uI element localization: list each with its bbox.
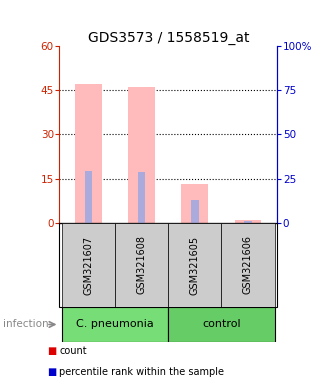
Bar xyxy=(75,84,102,223)
Text: percentile rank within the sample: percentile rank within the sample xyxy=(59,367,224,377)
Bar xyxy=(168,223,221,307)
Bar xyxy=(115,223,168,307)
Bar xyxy=(168,307,275,342)
Text: ■: ■ xyxy=(47,367,56,377)
Bar xyxy=(62,223,115,307)
Title: GDS3573 / 1558519_at: GDS3573 / 1558519_at xyxy=(87,31,249,45)
Text: GSM321608: GSM321608 xyxy=(137,235,147,295)
Bar xyxy=(62,307,168,342)
Text: ■: ■ xyxy=(47,346,56,356)
Bar xyxy=(128,87,155,223)
Text: C. pneumonia: C. pneumonia xyxy=(76,319,154,329)
Bar xyxy=(191,200,199,223)
Bar xyxy=(221,223,275,307)
Text: control: control xyxy=(202,319,241,329)
Text: count: count xyxy=(59,346,87,356)
Text: GSM321607: GSM321607 xyxy=(83,235,94,295)
Bar xyxy=(138,172,146,223)
Bar xyxy=(244,221,252,223)
Bar xyxy=(182,184,208,223)
Text: GSM321605: GSM321605 xyxy=(190,235,200,295)
Text: GSM321606: GSM321606 xyxy=(243,235,253,295)
Bar xyxy=(235,220,261,223)
Bar xyxy=(85,172,92,223)
Text: infection: infection xyxy=(3,319,49,329)
